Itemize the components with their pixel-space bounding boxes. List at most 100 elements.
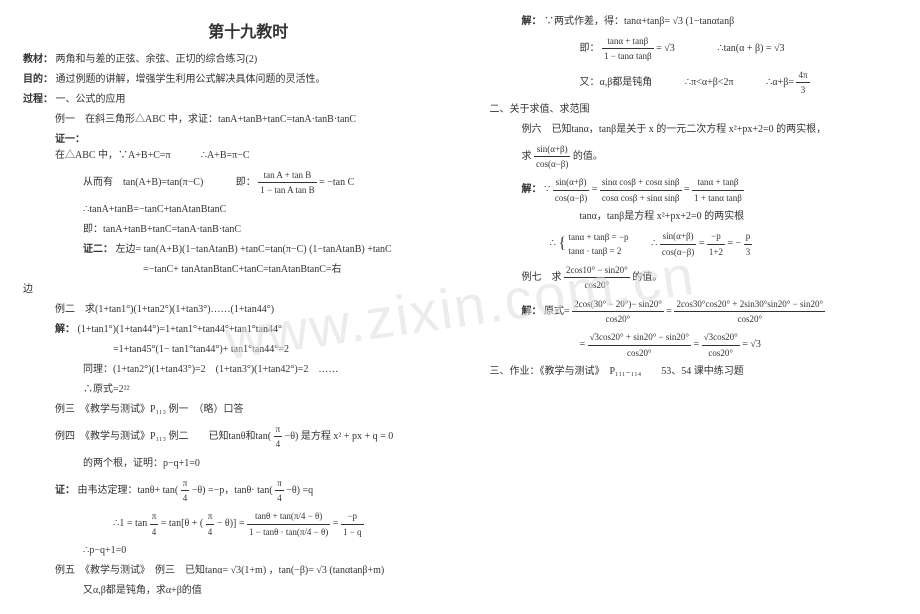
ex7-frac2: 2cos(30° − 20°)− sin20° cos20° [572, 297, 664, 327]
ex5-r3b: ∴π<α+β<2π [685, 77, 734, 88]
ex7-frac5: √3cos20° cos20° [702, 330, 740, 360]
ex7-frac4: √3cos20° + sin20° − sin20° cos20° [588, 330, 691, 360]
purpose-text: 通过例题的讲解，增强学生利用公式解决具体问题的灵活性。 [56, 74, 326, 85]
ex7-l2b: = [694, 340, 702, 351]
ex6-frac5: sin(α+β) cos(α−β) [660, 229, 696, 259]
sec3: 三、作业：《教学与测试》 P₁₁₁₋₁₁₄ 53、54 课中练习题 [489, 364, 897, 380]
ex3-header: 例三 《教学与测试》P₁₁₃ 例一 （略）口答 [23, 402, 473, 418]
ex7-l1b: = [666, 306, 674, 317]
purpose-label: 目的： [23, 74, 53, 85]
ex4-l1: 的两个根，证明：p−q+1=0 [23, 456, 473, 472]
ex7-frac1: 2cos10° − sin20° cos20° [564, 263, 630, 293]
ex6-l2b: = [592, 185, 600, 196]
ex1-p2-l2: =−tanC+ tanAtanBtanC+tanC=tanAtanBtanC=右 [23, 262, 473, 278]
ex7-l1a: 原式= [544, 306, 572, 317]
ex4-header: 例四 《教学与测试》P₁₁₃ 例二 已知tanθ和tan( π4 −θ) 是方程… [23, 422, 473, 452]
ex2-l2: =1+tan45°(1− tan1°tan44°)+ tan1°tan44°=2 [23, 342, 473, 358]
ex4-l2c: −θ) =q [286, 485, 313, 496]
ex5-frac2: 4π 3 [796, 68, 809, 98]
ex6-l4a: ∴ [549, 238, 555, 249]
ex7-proof: 解： 原式= 2cos(30° − 20°)− sin20° cos20° = … [489, 297, 897, 327]
ex7-header-a: 例七 求 [521, 272, 564, 283]
ex5-r3: 又：α,β都是钝角 ∴π<α+β<2π ∴α+β= 4π 3 [489, 68, 897, 98]
lesson-title: 第十九教时 [23, 18, 473, 42]
ex4-header-b: −θ) 是方程 x² + px + q = 0 [285, 431, 394, 442]
ex6-l1a: 求 [521, 151, 534, 162]
ex6-proof: 解： ∵ sin(α+β) cos(α−β) = sinα cosβ + cos… [489, 175, 897, 205]
ex6-brace: tanα + tanβ = −p tanα · tanβ = 2 [569, 230, 629, 259]
ex5-proof: 解： ∵两式作差，得：tanα+tanβ= √3 (1−tanαtanβ [489, 14, 897, 30]
ex7-l2a: = [579, 340, 587, 351]
ex5-frac1: tanα + tanβ 1 − tanα tanβ [602, 34, 654, 64]
ex1-l2b-left: 即： [236, 177, 256, 188]
ex5-r2b: = √3 [656, 43, 675, 54]
ex1-header: 例一 在斜三角形△ABC 中，求证：tanA+tanB+tanC=tanA·ta… [23, 112, 473, 128]
material-label: 教材： [23, 54, 53, 65]
pi4-frac: π4 [275, 476, 284, 506]
ex6-frac1: sin(α+β) cos(α−β) [534, 142, 570, 172]
ex5-r2a: 即： [579, 43, 599, 54]
ex4-l3b: = tan[θ + ( [161, 519, 203, 530]
ex4-l2a: 由韦达定理：tanθ+ tan( [78, 485, 179, 496]
left-column: 第十九教时 教材： 两角和与差的正弦、余弦、正切的综合练习(2) 目的： 通过例… [15, 10, 481, 604]
right-column: 解： ∵两式作差，得：tanα+tanβ= √3 (1−tanαtanβ 即： … [481, 10, 905, 604]
ex6-l4b: ∴ [651, 238, 657, 249]
ex4-header-a: 例四 《教学与测试》P₁₁₃ 例二 已知tanθ和tan( [55, 431, 271, 442]
ex7-proof-label: 解： [521, 306, 541, 317]
material-line: 教材： 两角和与差的正弦、余弦、正切的综合练习(2) [23, 52, 473, 68]
ex7-header-b: 的值。 [632, 272, 662, 283]
ex7-frac3: 2cos30°cos20° + 2sin30°sin20° − sin20° c… [674, 297, 825, 327]
ex1-l1b: ∴A+B=π−C [201, 148, 250, 164]
ex4-l3d: = [333, 519, 341, 530]
ex1-frac1: tan A + tan B 1 − tan A tan B [258, 168, 316, 198]
ex5-r2: 即： tanα + tanβ 1 − tanα tanβ = √3 ∴tan(α… [489, 34, 897, 64]
process-label: 过程： [23, 94, 53, 105]
ex1-proof-label: 证一： [55, 134, 85, 145]
ex1-proof2-label: 证二： [83, 244, 113, 255]
ex4-l3: ∴1 = tan π4 = tan[θ + ( π4 − θ)] = tanθ … [23, 509, 473, 539]
ex6-l3: tanα，tanβ是方程 x²+px+2=0 的两实根 [489, 209, 897, 225]
ex6-l4: ∴ { tanα + tanβ = −p tanα · tanβ = 2 ∴ s… [489, 229, 897, 259]
ex2-l4: ∴原式=2²² [23, 382, 473, 398]
ex5-r1: ∵两式作差，得：tanα+tanβ= √3 (1−tanαtanβ [544, 16, 734, 27]
ex1-l2b-right: = −tan C [319, 177, 354, 188]
ex6-l2a: ∵ [544, 185, 553, 196]
ex4-proof-label: 证： [55, 485, 75, 496]
ex7-l2c: = √3 [742, 340, 761, 351]
ex5-l1: 又α,β都是钝角，求α+β的值 [23, 583, 473, 599]
ex2-header: 例二 求(1+tan1°)(1+tan2°)(1+tan3°)……(1+tan4… [23, 302, 473, 318]
ex2-proof: 解： (1+tan1°)(1+tan44°)=1+tan1°+tan44°+ta… [23, 322, 473, 338]
ex6-l4d: = − [728, 238, 742, 249]
ex1-line2: 从而有 tan(A+B)=tan(π−C) 即： tan A + tan B 1… [23, 168, 473, 198]
ex6-header: 例六 已知tanα，tanβ是关于 x 的一元二次方程 x²+px+2=0 的两… [489, 122, 897, 138]
ex5-r3a: 又：α,β都是钝角 [579, 77, 652, 88]
ex4-frac2: tanθ + tan(π/4 − θ) 1 − tanθ · tan(π/4 −… [247, 509, 330, 539]
ex1-p2-l1: 左边= tan(A+B)(1−tanAtanB) +tanC=tan(π−C) … [116, 244, 392, 255]
ex6-frac4: tanα + tanβ 1 + tanα tanβ [692, 175, 744, 205]
pi4-frac: π4 [274, 422, 283, 452]
ex1-l3: ∴tanA+tanB=−tanC+tanAtanBtanC [23, 202, 473, 218]
ex1-l4: 即：tanA+tanB+tanC=tanA·tanB·tanC [23, 222, 473, 238]
ex1-l2a: 从而有 tan(A+B)=tan(π−C) [83, 177, 203, 188]
ex5-header: 例五 《教学与测试》 例三 已知tanα= √3(1+m) ，tan(−β)= … [23, 563, 473, 579]
ex2-l3: 同理：(1+tan2°)(1+tan43°)=2 (1+tan3°)(1+tan… [23, 362, 473, 378]
ex2-proof-label: 解： [55, 324, 75, 335]
ex1-l1a: 在△ABC 中，∵A+B+C=π [55, 148, 171, 164]
pi4-frac: π4 [150, 509, 159, 539]
ex5-proof-label: 解： [521, 16, 541, 27]
ex6-frac3: sinα cosβ + cosα sinβ cosα cosβ + sinα s… [600, 175, 682, 205]
sec2-header: 二、关于求值、求范围 [489, 102, 897, 118]
ex6-frac7: p 3 [744, 229, 753, 259]
ex1-proof2: 证二： 左边= tan(A+B)(1−tanAtanB) +tanC=tan(π… [23, 242, 473, 258]
ex6-l1b: 的值。 [573, 151, 603, 162]
ex4-l2b: −θ) =−p，tanθ· tan( [192, 485, 273, 496]
ex4-l3c: − θ)] = [217, 519, 247, 530]
ex6-proof-label: 解： [521, 185, 541, 196]
ex6-frac6: −p 1+2 [707, 229, 725, 259]
ex4-l3a: ∴1 = tan [113, 519, 150, 530]
pi4-frac: π4 [206, 509, 215, 539]
ex7-header: 例七 求 2cos10° − sin20° cos20° 的值。 [489, 263, 897, 293]
ex2-l1: (1+tan1°)(1+tan44°)=1+tan1°+tan44°+tan1°… [78, 324, 282, 335]
frac-num: tan A + tan B [258, 168, 316, 183]
ex6-frac2: sin(α+β) cos(α−β) [553, 175, 589, 205]
